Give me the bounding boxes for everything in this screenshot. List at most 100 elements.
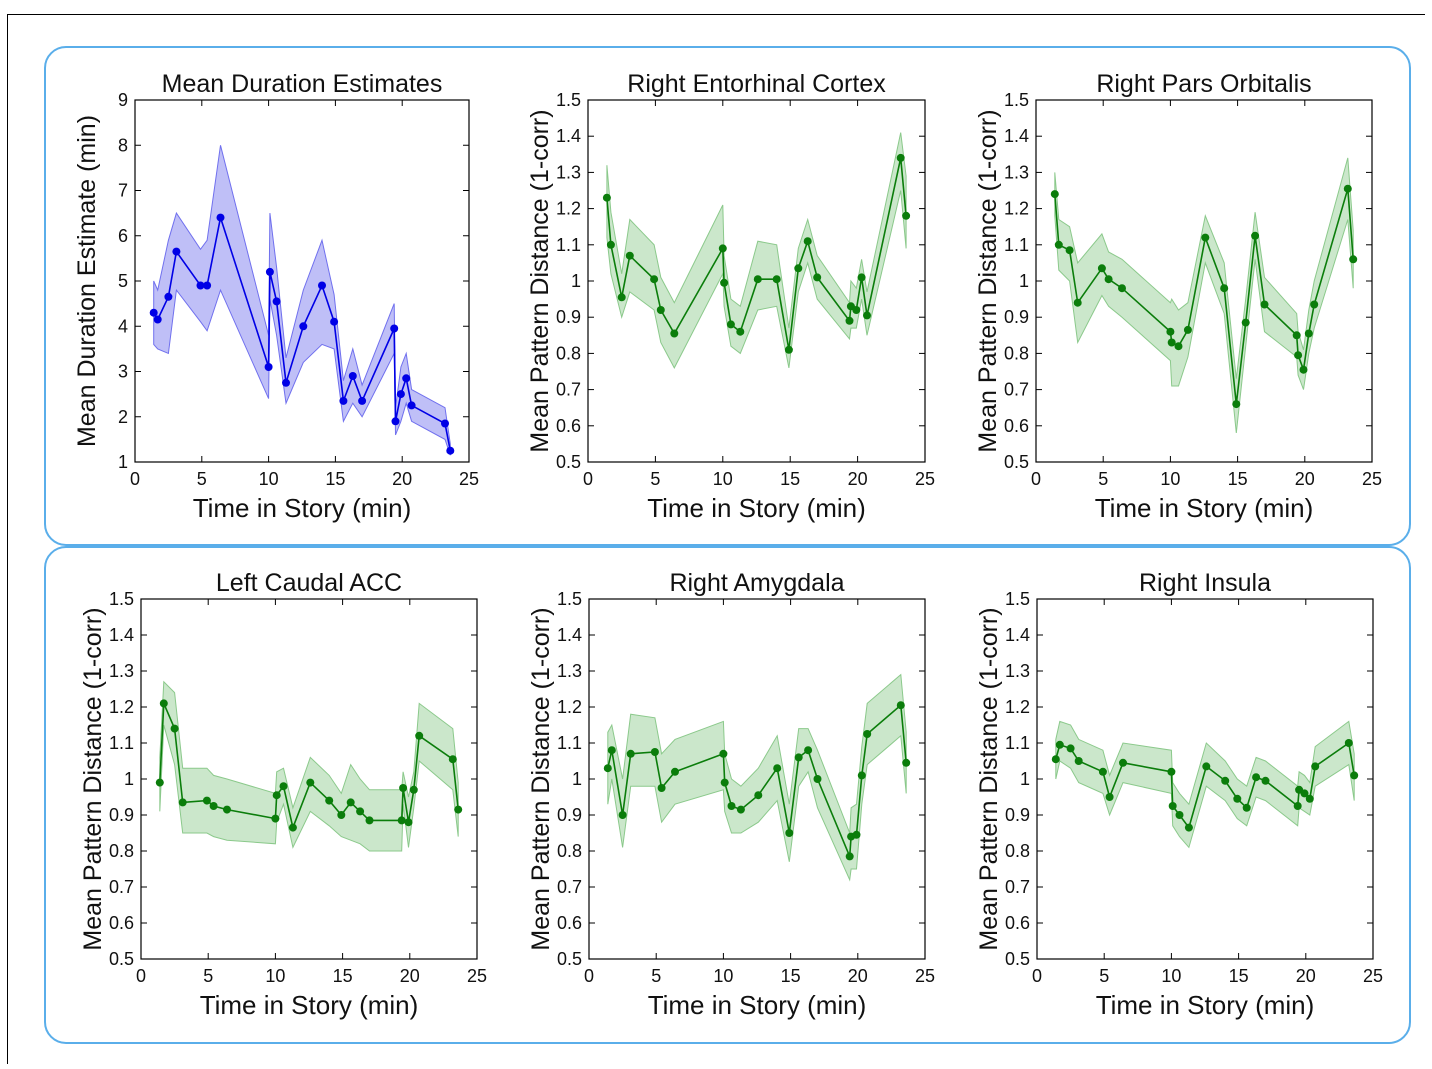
data-point bbox=[1097, 264, 1106, 273]
y-tick-label: 0.7 bbox=[556, 380, 581, 400]
data-point bbox=[209, 802, 218, 810]
x-tick-label: 5 bbox=[1099, 966, 1109, 986]
y-tick-label: 1 bbox=[118, 452, 128, 472]
data-point bbox=[1310, 300, 1319, 309]
y-tick-label: 1 bbox=[1019, 271, 1029, 291]
data-point bbox=[330, 317, 339, 326]
data-point bbox=[356, 807, 365, 816]
x-axis-label: Time in Story (min) bbox=[200, 990, 419, 1020]
y-tick-label: 1.2 bbox=[1004, 199, 1029, 219]
x-tick-label: 10 bbox=[713, 469, 733, 489]
data-point bbox=[1098, 767, 1107, 776]
data-point bbox=[671, 767, 679, 776]
data-point bbox=[718, 244, 727, 253]
data-point bbox=[1221, 776, 1230, 785]
data-point bbox=[223, 805, 231, 814]
y-tick-label: 0.6 bbox=[109, 913, 134, 933]
data-point bbox=[804, 746, 813, 755]
x-tick-label: 0 bbox=[1031, 469, 1041, 489]
data-point bbox=[1233, 794, 1242, 803]
data-point bbox=[719, 749, 728, 758]
y-axis-label: Mean Pattern Distance (1-corr) bbox=[975, 607, 1003, 950]
data-point bbox=[391, 417, 400, 426]
data-point bbox=[857, 771, 866, 780]
error-band bbox=[159, 680, 459, 852]
x-axis-label: Time in Story (min) bbox=[1095, 493, 1314, 523]
data-point bbox=[1051, 755, 1060, 764]
y-tick-label: 0.8 bbox=[556, 343, 581, 363]
data-point bbox=[607, 746, 616, 755]
data-point bbox=[1305, 794, 1314, 803]
data-point bbox=[325, 796, 334, 805]
data-point bbox=[306, 778, 315, 787]
x-axis-label: Time in Story (min) bbox=[1096, 990, 1315, 1020]
x-tick-label: 25 bbox=[467, 966, 487, 986]
y-tick-label: 1 bbox=[571, 271, 581, 291]
chart-title: Mean Duration Estimates bbox=[162, 70, 443, 98]
chart-title: Right Amygdala bbox=[669, 569, 844, 597]
y-tick-label: 4 bbox=[118, 316, 128, 336]
chart-title: Right Pars Orbitalis bbox=[1096, 70, 1311, 98]
data-point bbox=[1304, 329, 1313, 338]
chart-panel-4: 0 5 10 15 20 25 0.5 0.6 0.7 0.8 0.9 1 1.1 1.2 1.3 1.4 1.… bbox=[79, 569, 487, 1020]
x-tick-label: 10 bbox=[1160, 469, 1180, 489]
data-point bbox=[1299, 365, 1308, 374]
data-point bbox=[720, 278, 729, 287]
x-tick-label: 10 bbox=[1161, 966, 1181, 986]
y-tick-label: 1.2 bbox=[557, 697, 582, 717]
y-tick-label: 3 bbox=[118, 362, 128, 382]
data-point bbox=[785, 829, 794, 837]
y-tick-label: 0.7 bbox=[557, 877, 582, 897]
data-point bbox=[1300, 789, 1309, 798]
data-point bbox=[618, 811, 627, 819]
y-tick-label: 1.1 bbox=[1004, 235, 1029, 255]
data-point bbox=[454, 805, 463, 814]
data-point bbox=[845, 316, 854, 325]
data-point bbox=[1055, 740, 1064, 749]
y-tick-label: 0.9 bbox=[1004, 307, 1029, 327]
error-band bbox=[606, 132, 907, 369]
x-tick-label: 5 bbox=[203, 966, 213, 986]
x-tick-label: 10 bbox=[259, 469, 279, 489]
y-tick-label: 1.5 bbox=[109, 589, 134, 609]
data-point bbox=[339, 396, 348, 405]
data-point bbox=[813, 273, 822, 282]
y-tick-label: 1.4 bbox=[1004, 126, 1029, 146]
data-point bbox=[1166, 327, 1175, 336]
data-point bbox=[773, 764, 782, 773]
x-tick-label: 25 bbox=[1362, 469, 1382, 489]
data-point bbox=[409, 785, 418, 794]
data-point bbox=[149, 308, 158, 317]
y-tick-label: 0.6 bbox=[1005, 913, 1030, 933]
y-tick-label: 0.8 bbox=[1004, 343, 1029, 363]
data-point bbox=[397, 816, 406, 825]
data-point bbox=[159, 699, 168, 708]
y-tick-label: 1.3 bbox=[1004, 162, 1029, 182]
data-point bbox=[857, 273, 866, 282]
error-band bbox=[153, 145, 451, 456]
data-point bbox=[1349, 255, 1358, 264]
y-tick-label: 0.6 bbox=[557, 913, 582, 933]
y-axis-label: Mean Pattern Distance (1-corr) bbox=[527, 607, 555, 950]
data-point bbox=[1202, 762, 1211, 771]
y-tick-label: 1.4 bbox=[1005, 625, 1030, 645]
data-point bbox=[1183, 325, 1192, 334]
chart-title: Right Insula bbox=[1139, 569, 1271, 597]
y-tick-label: 1.1 bbox=[557, 733, 582, 753]
data-point bbox=[1311, 762, 1320, 771]
y-tick-label: 1.4 bbox=[556, 126, 581, 146]
data-point bbox=[272, 297, 281, 306]
series-line bbox=[606, 157, 907, 350]
data-point bbox=[1066, 744, 1075, 753]
data-point bbox=[626, 749, 635, 758]
data-point bbox=[337, 811, 346, 819]
data-point bbox=[1294, 351, 1303, 360]
data-point bbox=[407, 401, 416, 410]
data-point bbox=[1050, 190, 1059, 199]
x-tick-label: 10 bbox=[265, 966, 285, 986]
x-tick-label: 25 bbox=[915, 469, 935, 489]
data-point bbox=[1201, 233, 1210, 242]
data-point bbox=[299, 322, 308, 331]
data-point bbox=[1242, 803, 1251, 812]
x-tick-label: 15 bbox=[781, 966, 801, 986]
